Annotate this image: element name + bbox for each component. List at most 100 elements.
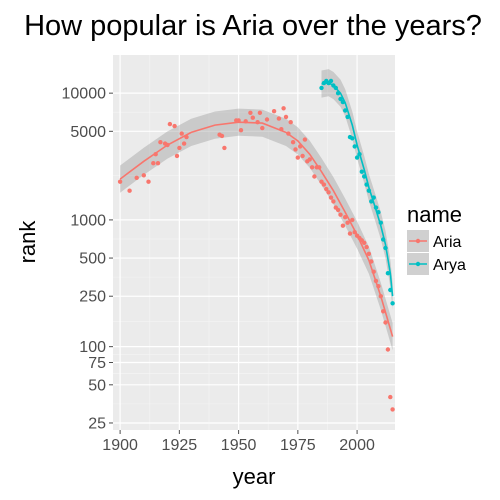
arya-point — [329, 79, 333, 83]
arya-point — [336, 91, 340, 95]
aria-point — [184, 135, 188, 139]
aria-point — [154, 152, 158, 156]
chart-title: How popular is Aria over the years? — [24, 10, 482, 42]
aria-point — [182, 141, 186, 145]
aria-point — [277, 116, 281, 120]
arya-point — [388, 288, 392, 292]
aria-point — [343, 215, 347, 219]
arya-point — [376, 210, 380, 214]
legend-marker-arya — [416, 262, 420, 266]
aria-point — [390, 407, 394, 411]
aria-point — [331, 199, 335, 203]
aria-point — [310, 165, 314, 169]
arya-point — [379, 221, 383, 225]
x-tick-label: 1950 — [221, 437, 257, 454]
aria-point — [177, 146, 181, 150]
arya-point — [374, 205, 378, 209]
aria-point — [279, 127, 283, 131]
aria-point — [303, 137, 307, 141]
aria-point — [298, 144, 302, 148]
aria-point — [118, 180, 122, 184]
aria-point — [135, 176, 139, 180]
aria-point — [348, 231, 352, 235]
aria-point — [345, 221, 349, 225]
aria-point — [180, 131, 184, 135]
legend-label-aria: Aria — [433, 234, 462, 251]
aria-point — [322, 182, 326, 186]
y-tick-label: 1000 — [70, 212, 106, 229]
arya-point — [350, 136, 354, 140]
aria-point — [236, 118, 240, 122]
x-tick-label: 1925 — [162, 437, 198, 454]
aria-point — [265, 117, 269, 121]
arya-point — [390, 301, 394, 305]
aria-point — [336, 208, 340, 212]
aria-point — [362, 241, 366, 245]
aria-point — [293, 147, 297, 151]
aria-point — [151, 161, 155, 165]
aria-point — [251, 116, 255, 120]
aria-point — [272, 109, 276, 113]
aria-point — [156, 161, 160, 165]
y-tick-label: 500 — [79, 251, 106, 268]
aria-point — [158, 140, 162, 144]
arya-point — [360, 170, 364, 174]
x-tick-label: 2000 — [339, 437, 375, 454]
aria-point — [329, 195, 333, 199]
aria-point — [239, 128, 243, 132]
aria-point — [372, 270, 376, 274]
aria-point — [383, 320, 387, 324]
aria-point — [222, 146, 226, 150]
aria-point — [350, 218, 354, 222]
aria-point — [168, 122, 172, 126]
arya-point — [364, 182, 368, 186]
aria-point — [165, 143, 169, 147]
aria-point — [369, 259, 373, 263]
aria-point — [317, 165, 321, 169]
y-tick-label: 50 — [88, 377, 106, 394]
aria-point — [255, 120, 259, 124]
arya-point — [345, 115, 349, 119]
aria-point — [374, 279, 378, 283]
legend: name Aria Arya — [407, 202, 466, 275]
y-axis-title: rank — [15, 220, 40, 264]
aria-point — [284, 115, 288, 119]
aria-point — [248, 111, 252, 115]
y-tick-label: 25 — [88, 415, 106, 432]
aria-point — [291, 140, 295, 144]
aria-point — [260, 126, 264, 130]
aria-point — [127, 189, 131, 193]
aria-point — [296, 155, 300, 159]
arya-point — [383, 246, 387, 250]
aria-point — [142, 173, 146, 177]
y-tick-label: 5000 — [70, 124, 106, 141]
arya-point — [367, 189, 371, 193]
aria-point — [244, 119, 248, 123]
aria-point — [220, 134, 224, 138]
arya-point — [381, 237, 385, 241]
aria-point — [308, 157, 312, 161]
aria-point — [367, 252, 371, 256]
aria-point — [312, 174, 316, 178]
aria-point — [289, 120, 293, 124]
aria-point — [300, 154, 304, 158]
aria-point — [175, 154, 179, 158]
y-tick-label: 10000 — [62, 86, 107, 103]
x-axis-title: year — [233, 464, 276, 489]
aria-point — [386, 347, 390, 351]
aria-point — [379, 294, 383, 298]
arya-point — [353, 144, 357, 148]
aria-point — [146, 180, 150, 184]
aria-point — [364, 245, 368, 249]
aria-point — [281, 106, 285, 110]
legend-label-arya: Arya — [433, 257, 466, 274]
aria-point — [376, 284, 380, 288]
x-axis: 1900 1925 1950 1975 2000 — [102, 430, 375, 454]
y-tick-label: 100 — [79, 339, 106, 356]
arya-point — [357, 152, 361, 156]
aria-point — [381, 309, 385, 313]
aria-point — [258, 111, 262, 115]
y-tick-label: 250 — [79, 289, 106, 306]
arya-point — [343, 108, 347, 112]
